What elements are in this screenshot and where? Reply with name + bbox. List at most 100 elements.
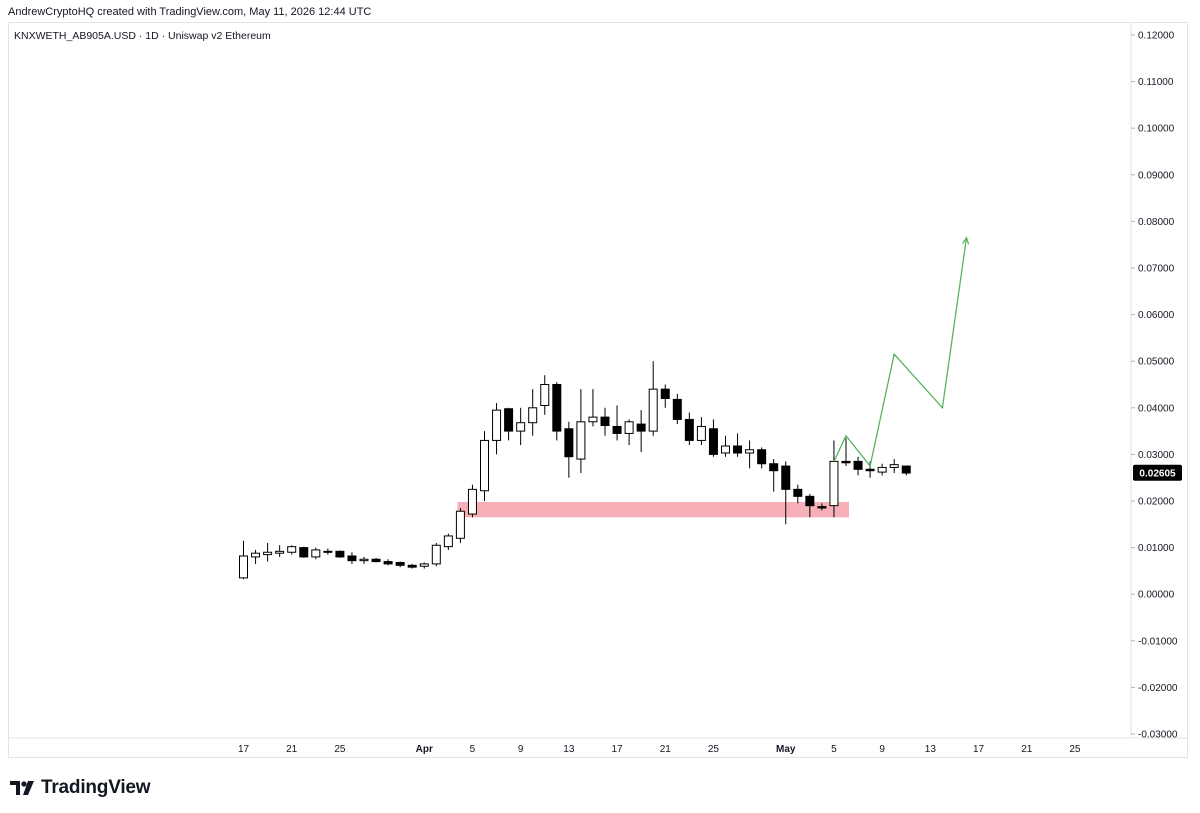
time-tick-label: 5 bbox=[470, 744, 476, 755]
candle[interactable] bbox=[745, 440, 755, 469]
candle[interactable] bbox=[275, 545, 285, 557]
candle[interactable] bbox=[684, 412, 694, 446]
candle[interactable] bbox=[781, 461, 791, 525]
candle[interactable] bbox=[287, 545, 297, 555]
candle-body-down bbox=[781, 465, 791, 490]
price-tick-label: 0.03000 bbox=[1138, 450, 1175, 461]
price-tick-label: 0.04000 bbox=[1138, 403, 1175, 414]
candle-body-up bbox=[540, 384, 550, 406]
candle[interactable] bbox=[793, 484, 803, 504]
candle-body-up bbox=[480, 439, 489, 492]
candle[interactable] bbox=[769, 459, 779, 492]
price-tick-label: 0.02000 bbox=[1138, 497, 1175, 508]
chart-frame[interactable] bbox=[8, 22, 1188, 758]
last-price-text: 0.02605 bbox=[1139, 468, 1176, 479]
candle[interactable] bbox=[443, 533, 453, 550]
candle[interactable] bbox=[889, 459, 899, 474]
candle[interactable] bbox=[540, 375, 550, 415]
candle[interactable] bbox=[877, 463, 887, 476]
candle[interactable] bbox=[552, 382, 562, 441]
candle[interactable] bbox=[696, 417, 706, 446]
time-tick-label: 13 bbox=[925, 744, 937, 755]
tradingview-logo[interactable]: TradingView bbox=[10, 777, 151, 799]
candle[interactable] bbox=[431, 542, 441, 567]
candle-body-up bbox=[455, 510, 465, 539]
time-tick-label: May bbox=[776, 744, 796, 755]
candle[interactable] bbox=[636, 410, 646, 453]
candle-body-down bbox=[371, 558, 381, 563]
candle-body-up bbox=[311, 549, 321, 558]
candle-body-down bbox=[672, 398, 682, 420]
candle[interactable] bbox=[383, 559, 393, 566]
time-tick-label: 21 bbox=[660, 744, 672, 755]
candle[interactable] bbox=[624, 419, 634, 446]
candle[interactable] bbox=[395, 561, 405, 568]
candle[interactable] bbox=[733, 433, 743, 457]
candle[interactable] bbox=[757, 447, 767, 469]
price-tick-label: 0.10000 bbox=[1138, 124, 1175, 135]
candle[interactable] bbox=[708, 419, 718, 457]
tradingview-logo-icon bbox=[10, 781, 34, 795]
candle-body-down bbox=[708, 428, 718, 455]
candle-body-up bbox=[275, 550, 285, 554]
projection-path-line[interactable] bbox=[833, 237, 968, 468]
candle[interactable] bbox=[853, 456, 863, 476]
candle[interactable] bbox=[660, 384, 670, 408]
candle[interactable] bbox=[347, 552, 357, 564]
candle-body-down bbox=[600, 416, 610, 427]
support-zone-rect[interactable] bbox=[457, 501, 849, 518]
candle[interactable] bbox=[805, 494, 815, 518]
candle-body-up bbox=[263, 551, 273, 556]
candle[interactable] bbox=[648, 361, 658, 436]
candle-body-down bbox=[684, 418, 694, 441]
candle[interactable] bbox=[492, 403, 502, 455]
price-axis: 0.12000 0.11000 0.10000 0.09000 0.08000 0.070… bbox=[1131, 31, 1178, 741]
last-price-badge bbox=[1133, 464, 1182, 481]
candle[interactable] bbox=[576, 389, 586, 474]
candle[interactable] bbox=[588, 389, 598, 427]
candle[interactable] bbox=[504, 407, 514, 441]
candle[interactable] bbox=[455, 507, 465, 543]
candle[interactable] bbox=[817, 503, 827, 511]
candle[interactable] bbox=[901, 465, 911, 476]
candle[interactable] bbox=[419, 562, 429, 569]
candle[interactable] bbox=[516, 407, 526, 446]
candle-body-down bbox=[612, 425, 622, 434]
candle-body-up bbox=[419, 563, 429, 567]
candle[interactable] bbox=[528, 389, 538, 436]
candle[interactable] bbox=[323, 548, 333, 555]
candle-body-up bbox=[696, 425, 706, 441]
candle[interactable] bbox=[480, 431, 489, 501]
candle-body-up bbox=[889, 464, 899, 468]
candle[interactable] bbox=[841, 438, 851, 467]
price-tick-label: 0.12000 bbox=[1138, 31, 1175, 42]
candle[interactable] bbox=[371, 557, 381, 563]
candle[interactable] bbox=[564, 421, 574, 478]
symbol-label: KNXWETH_AB905A.USD · 1D · Uniswap v2 Eth… bbox=[14, 30, 271, 42]
candle[interactable] bbox=[263, 542, 273, 562]
candle[interactable] bbox=[239, 540, 248, 580]
candle[interactable] bbox=[299, 546, 309, 558]
time-tick-label: 21 bbox=[286, 744, 298, 755]
candle-body-down bbox=[383, 561, 393, 565]
candle-body-down bbox=[757, 449, 767, 465]
candle[interactable] bbox=[467, 484, 477, 518]
projection-layer bbox=[833, 236, 970, 468]
price-tick-label: 0.05000 bbox=[1138, 357, 1175, 368]
candle[interactable] bbox=[672, 393, 682, 425]
candle[interactable] bbox=[359, 556, 369, 564]
candle[interactable] bbox=[829, 440, 839, 518]
time-tick-label: 21 bbox=[1021, 744, 1033, 755]
candle[interactable] bbox=[612, 405, 622, 441]
candle-body-up bbox=[467, 488, 477, 515]
candle-body-down bbox=[299, 547, 309, 558]
candle-body-up bbox=[528, 407, 538, 424]
candle[interactable] bbox=[335, 550, 345, 558]
candle[interactable] bbox=[600, 407, 610, 436]
candle[interactable] bbox=[721, 435, 730, 457]
candle[interactable] bbox=[407, 563, 417, 569]
candle[interactable] bbox=[251, 549, 261, 564]
candle-body-down bbox=[407, 564, 417, 568]
candle[interactable] bbox=[311, 547, 321, 560]
